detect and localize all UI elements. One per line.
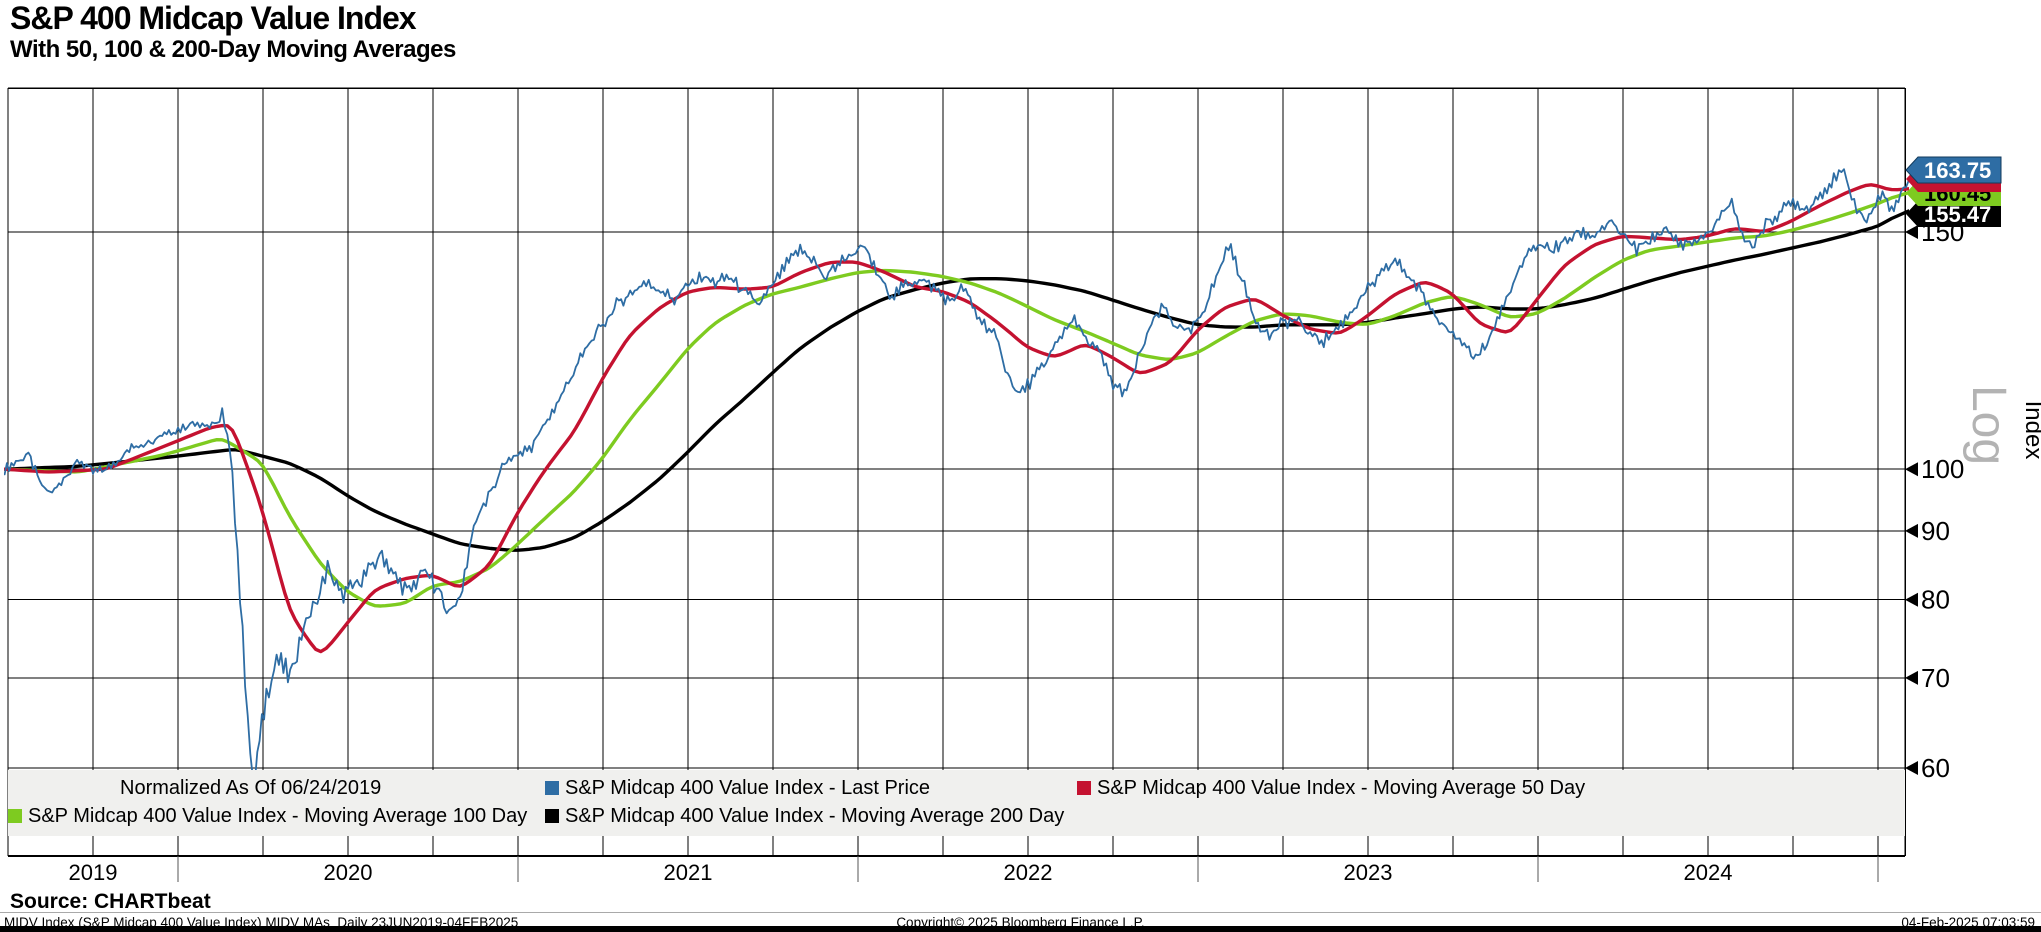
source-line: Source: CHARTbeat [10, 890, 211, 913]
page-subtitle: With 50, 100 & 200-Day Moving Averages [10, 36, 456, 63]
legend-item-ma100[interactable]: S&P Midcap 400 Value Index - Moving Aver… [8, 802, 527, 830]
legend-row-1: Normalized As Of 06/24/2019 S&P Midcap 4… [8, 774, 1905, 802]
legend-normalized-note: Normalized As Of 06/24/2019 [120, 774, 381, 802]
year-label: 2023 [1344, 860, 1393, 885]
year-label: 2020 [324, 860, 373, 885]
year-label: 2022 [1004, 860, 1053, 885]
year-label: 2024 [1684, 860, 1733, 885]
legend-ma50-label: S&P Midcap 400 Value Index - Moving Aver… [1097, 776, 1586, 799]
y-tick-arrow [1905, 670, 1918, 685]
ma200-value-badge[interactable] [1906, 201, 2001, 227]
ma50-line [4, 183, 1909, 654]
legend-item-ma50[interactable]: S&P Midcap 400 Value Index - Moving Aver… [1077, 774, 1585, 802]
year-label: 2021 [664, 860, 713, 885]
series-lines [4, 168, 1909, 780]
year-label: 2019 [69, 860, 118, 885]
y-tick-label: 80 [1921, 585, 1950, 615]
last-price-swatch [545, 781, 559, 795]
legend-ma200-label: S&P Midcap 400 Value Index - Moving Aver… [565, 804, 1065, 827]
legend-ma100-label: S&P Midcap 400 Value Index - Moving Aver… [28, 804, 528, 827]
y-tick-arrow [1905, 462, 1918, 477]
log-scale-watermark: Log [1962, 385, 2015, 465]
y-tick-label: 90 [1921, 516, 1950, 546]
y-tick-arrow [1905, 225, 1918, 239]
ma50-swatch [1077, 781, 1091, 795]
ma200-value-badge-text: 155.47 [1924, 202, 1991, 227]
page-title: S&P 400 Midcap Value Index [10, 0, 417, 36]
ma100-line [4, 190, 1909, 608]
y-tick-arrow [1905, 761, 1918, 776]
legend: Normalized As Of 06/24/2019 S&P Midcap 4… [8, 770, 1905, 836]
legend-item-ma200[interactable]: S&P Midcap 400 Value Index - Moving Aver… [545, 802, 1064, 830]
y-tick-label: 100 [1921, 454, 1964, 484]
footer-info-row: MIDV Index (S&P Midcap 400 Value Index) … [0, 912, 2041, 930]
last-price-value-badge-text: 163.75 [1924, 158, 1991, 183]
last-price-value-badge[interactable] [1905, 156, 2002, 184]
y-tick-arrow [1905, 523, 1918, 538]
ma100-swatch [8, 809, 22, 823]
legend-row-2: S&P Midcap 400 Value Index - Moving Aver… [8, 802, 1905, 830]
ma200-line [4, 209, 1909, 552]
legend-normalized-text: Normalized As Of 06/24/2019 [120, 776, 382, 799]
terminal-bottom-bar [0, 926, 2041, 932]
y-tick-label: 70 [1921, 663, 1950, 693]
y-axis-title: Index [2020, 401, 2041, 460]
last-price-line [4, 168, 1909, 780]
legend-item-last-price[interactable]: S&P Midcap 400 Value Index - Last Price [545, 774, 930, 802]
plot-grid [7, 87, 1906, 857]
y-tick-label: 60 [1921, 753, 1950, 783]
y-tick-arrow [1905, 592, 1918, 607]
ma200-swatch [545, 809, 559, 823]
legend-last-price-label: S&P Midcap 400 Value Index - Last Price [565, 776, 931, 799]
